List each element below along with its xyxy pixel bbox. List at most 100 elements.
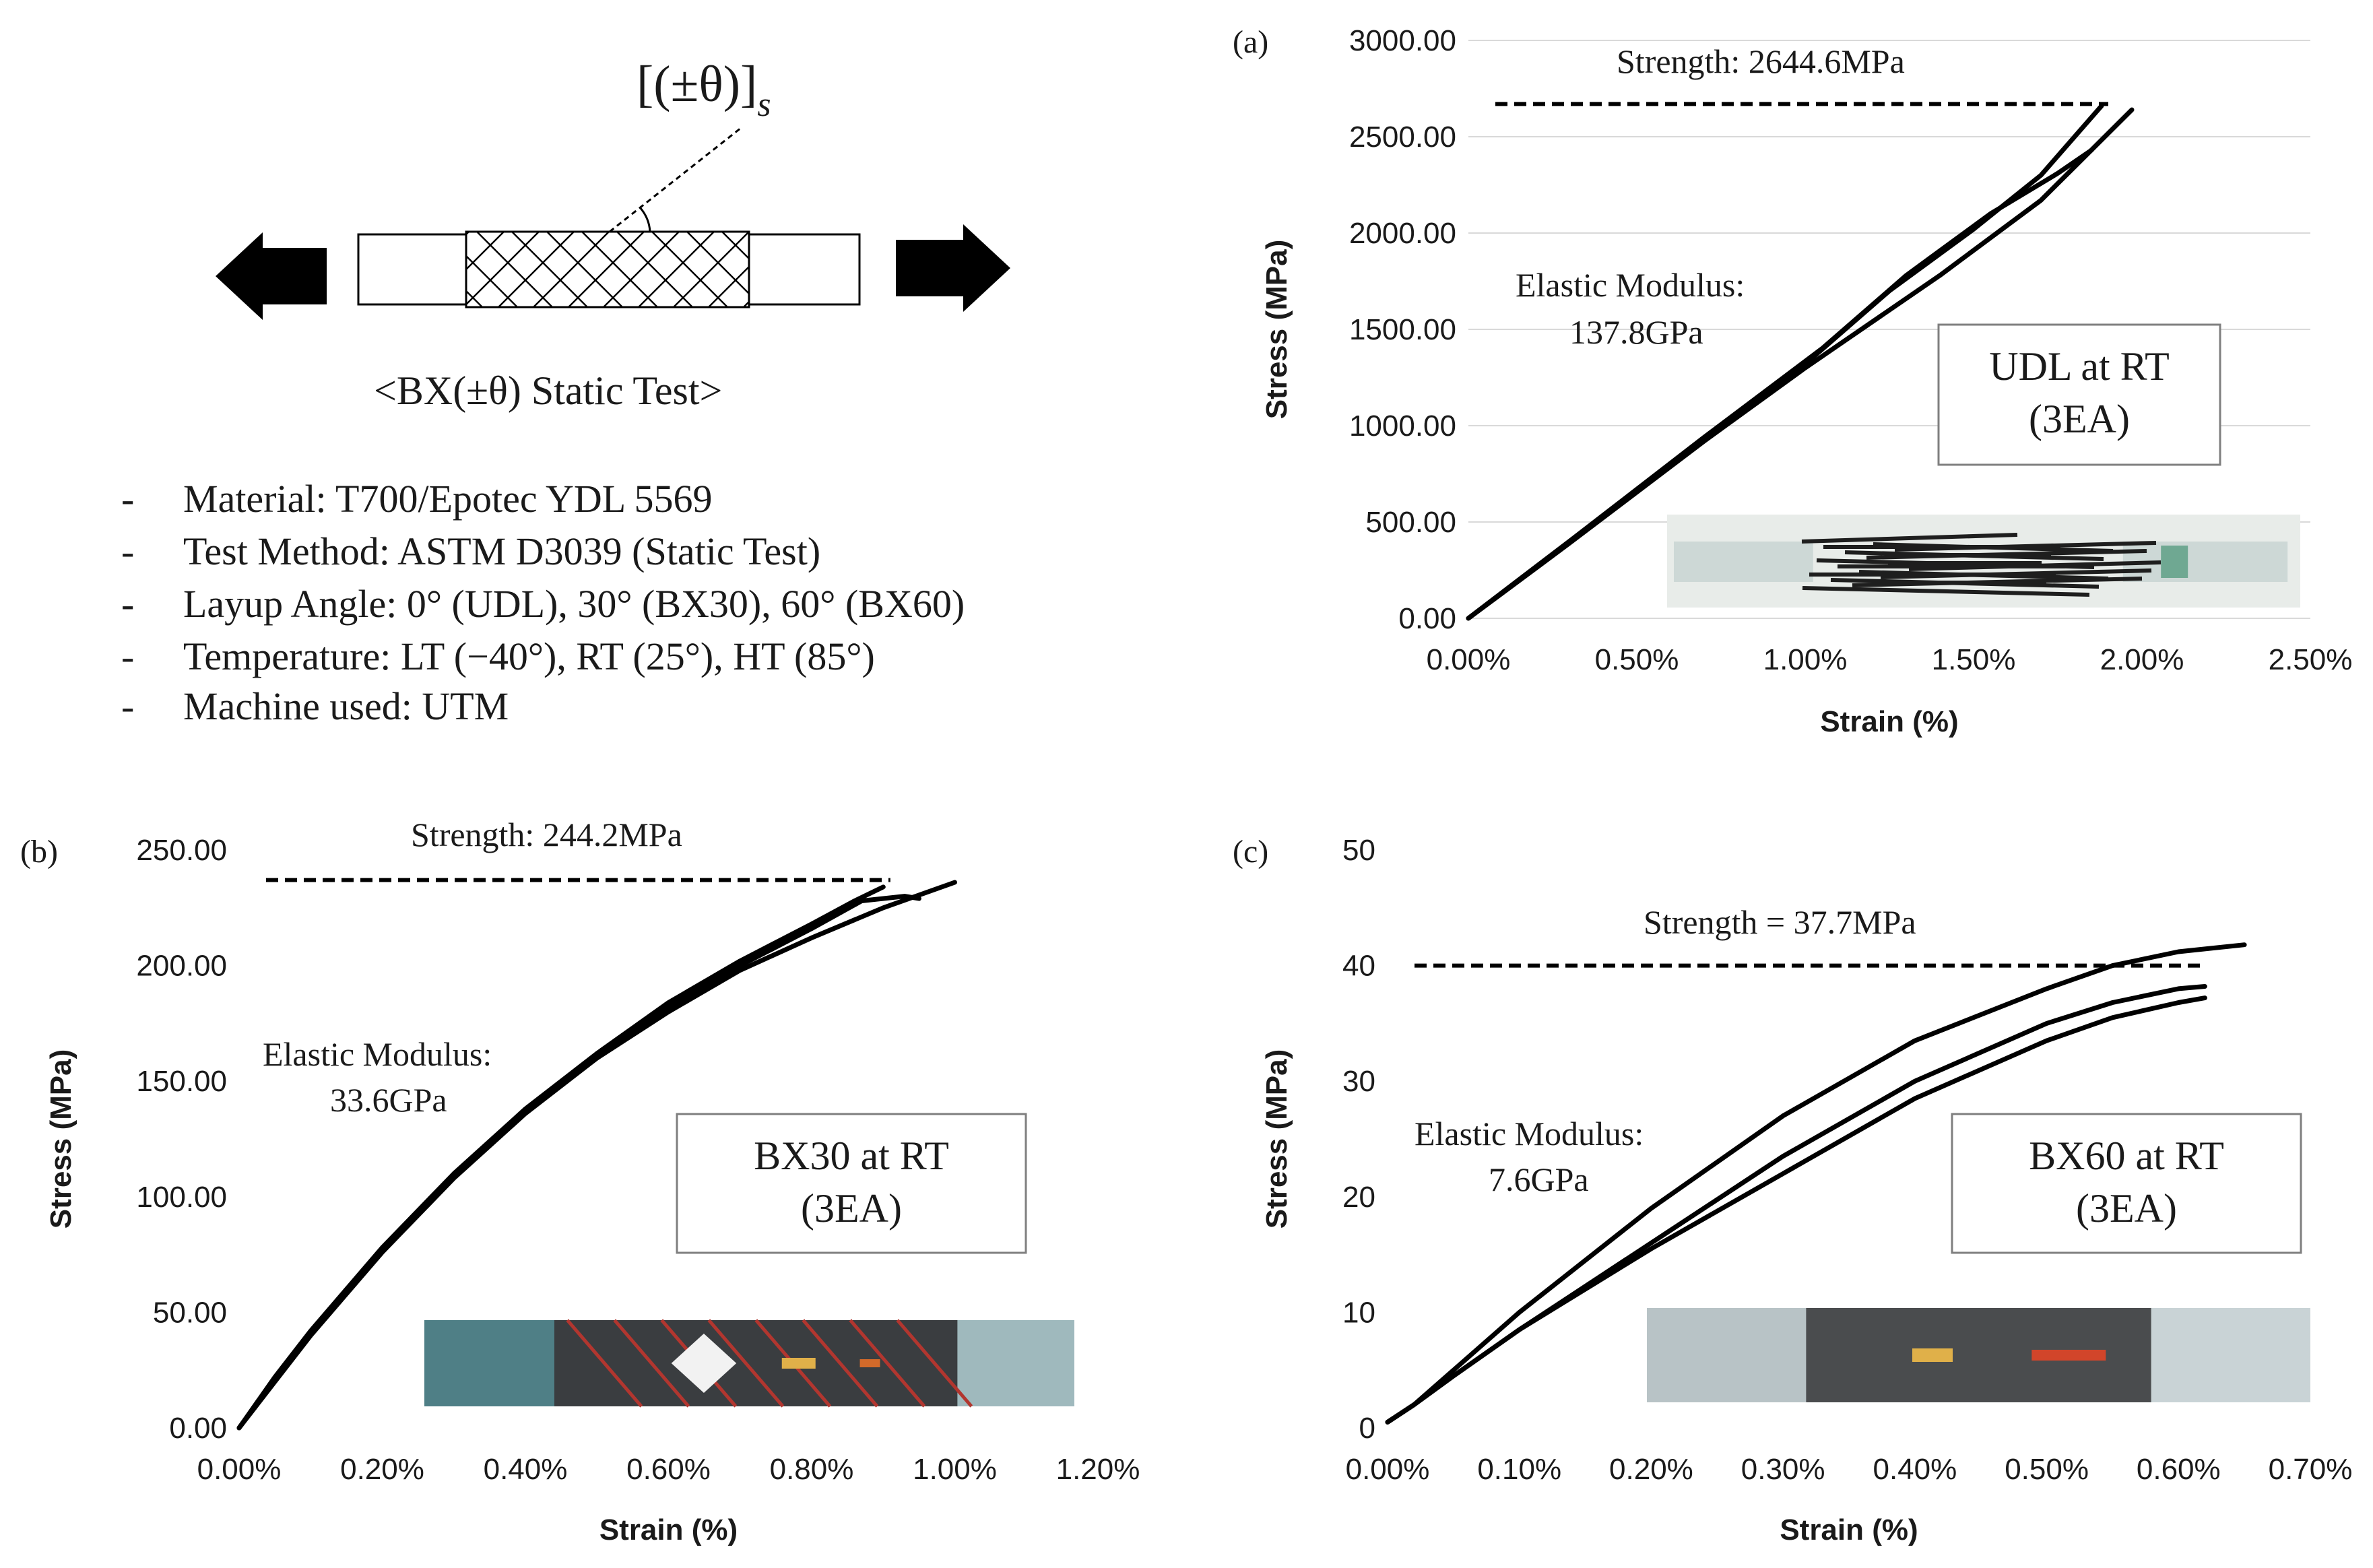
photo-gauge [2161, 546, 2188, 578]
x-tick-label: 0.60% [626, 1453, 711, 1486]
y-tick-label: 250.00 [136, 834, 227, 867]
y-tick-label: 200.00 [136, 950, 227, 983]
modulus-label: Elastic Modulus: [1415, 1115, 1644, 1152]
condition-label: UDL at RT [1989, 344, 2169, 389]
y-tick-label: 500.00 [1365, 506, 1456, 539]
photo-gauge [554, 1320, 958, 1406]
photo-fiber [1802, 586, 2090, 597]
x-tick-label: 0.30% [1741, 1453, 1825, 1486]
strength-label: Strength: 244.2MPa [411, 816, 682, 853]
y-tick-label: 50.00 [153, 1296, 227, 1329]
y-axis-label: Stress (MPa) [44, 1049, 77, 1229]
condition-box [676, 1113, 1027, 1254]
series-line-3 [1466, 107, 2135, 621]
x-tick-label: 0.00% [197, 1453, 282, 1486]
y-tick-label: 1500.00 [1349, 313, 1456, 346]
x-tick-label: 1.00% [913, 1453, 997, 1486]
series-line-3 [236, 880, 957, 1431]
photo-fiber [707, 1319, 785, 1408]
specimen-count-label: (3EA) [2029, 397, 2130, 441]
photo-strain-gauge [2031, 1350, 2106, 1361]
angle-arc [639, 207, 651, 232]
x-tick-label: 1.50% [1932, 643, 2016, 676]
condition-label: BX30 at RT [754, 1134, 949, 1178]
series-line-1 [1385, 942, 2247, 1425]
x-tick-label: 0.20% [1609, 1453, 1693, 1486]
x-tick-label: 0.00% [1346, 1453, 1430, 1486]
modulus-label: Elastic Modulus: [1516, 266, 1745, 304]
panel-label: (b) [20, 834, 58, 870]
layup-leader-line [609, 127, 742, 233]
photo-fiber [1801, 533, 2018, 544]
condition-box [1951, 1113, 2302, 1254]
y-axis-label: Stress (MPa) [1260, 240, 1293, 420]
x-tick-label: 0.60% [2137, 1453, 2221, 1486]
series-line-3 [1385, 995, 2207, 1425]
right-arrow-icon [896, 224, 1010, 312]
photo-fiber [1880, 568, 2152, 579]
bullet-material: Material: T700/Epotec YDL 5569 [183, 477, 713, 521]
condition-box [1937, 323, 2221, 466]
y-tick-label: 30 [1342, 1065, 1375, 1098]
strength-label: Strength = 37.7MPa [1644, 903, 1916, 941]
y-tick-label: 40 [1342, 950, 1375, 983]
y-axis-label: Stress (MPa) [1260, 1049, 1293, 1229]
modulus-label: Elastic Modulus: [263, 1035, 492, 1073]
chart-bx30: 0.00 50.00 100.00 150.00 200.00 250.00 0.00% 0.… [20, 816, 1140, 1546]
x-tick-label: 0.10% [1477, 1453, 1561, 1486]
y-tick-label: 50 [1342, 834, 1375, 867]
photo-strain-gauge [1912, 1348, 1953, 1362]
y-tick-label: 150.00 [136, 1065, 227, 1098]
bullet-marker: - [121, 634, 134, 678]
chart-bx60: 0 10 20 30 40 50 0.00% 0.10% 0.20% 0.30% 0.40% 0.50… [1233, 834, 2352, 1546]
photo-tab [957, 1320, 1074, 1406]
y-tick-label: 1000.00 [1349, 410, 1456, 443]
x-tick-label: 0.00% [1427, 643, 1511, 676]
bullet-temperature: Temperature: LT (−40°), RT (25°), HT (85… [183, 634, 875, 678]
photo-fiber [1894, 541, 2157, 552]
photo-fiber [566, 1319, 643, 1408]
bullet-marker: - [121, 684, 134, 728]
photo-fiber [613, 1319, 690, 1408]
photo-tab [2151, 1308, 2310, 1402]
specimen-count-label: (3EA) [2076, 1186, 2177, 1231]
modulus-value: 7.6GPa [1489, 1161, 1589, 1198]
specimen-right-tab [748, 233, 861, 306]
chart-udl: 0.00 500.00 1000.00 1500.00 2000.00 2500.00 30… [1233, 24, 2352, 738]
panel-label: (c) [1233, 834, 1268, 870]
bullet-marker: - [121, 582, 134, 626]
specimen-gauge-section [465, 230, 750, 308]
modulus-value: 137.8GPa [1569, 313, 1703, 351]
photo-fracture [671, 1334, 737, 1393]
bullet-test-method: Test Method: ASTM D3039 (Static Test) [183, 529, 820, 573]
x-axis-label: Strain (%) [599, 1513, 738, 1546]
photo-strain-gauge [859, 1359, 880, 1367]
x-tick-label: 2.50% [2269, 643, 2353, 676]
x-tick-label: 0.50% [2005, 1453, 2089, 1486]
specimen-photo [1667, 515, 2300, 608]
specimen-photo [424, 1319, 1074, 1408]
y-tick-label: 0.00 [169, 1412, 227, 1445]
test-conditions-list: - Material: T700/Epotec YDL 5569 - Test … [121, 477, 965, 728]
x-tick-label: 1.00% [1763, 643, 1848, 676]
bullet-marker: - [121, 529, 134, 573]
specimen-count-label: (3EA) [801, 1186, 902, 1231]
photo-strain-gauge [781, 1358, 816, 1369]
photo-fiber [1866, 549, 2147, 560]
x-tick-label: 0.40% [484, 1453, 568, 1486]
x-tick-label: 1.20% [1056, 1453, 1140, 1486]
y-tick-label: 100.00 [136, 1181, 227, 1214]
strength-label: Strength: 2644.6MPa [1617, 42, 1905, 80]
photo-tab [424, 1320, 554, 1406]
bullet-marker: - [121, 477, 134, 521]
x-tick-label: 2.00% [2100, 643, 2184, 676]
specimen-photo [1647, 1308, 2310, 1402]
photo-fiber [802, 1319, 879, 1408]
photo-tab [1674, 542, 1813, 582]
layup-label: [(±θ)]s [637, 56, 771, 124]
specimen-schematic: [(±θ)]s <BX(±θ) Static Test> [216, 56, 1010, 413]
y-tick-label: 3000.00 [1349, 24, 1456, 57]
left-arrow-icon [216, 232, 327, 320]
x-axis-label: Strain (%) [1820, 705, 1958, 738]
